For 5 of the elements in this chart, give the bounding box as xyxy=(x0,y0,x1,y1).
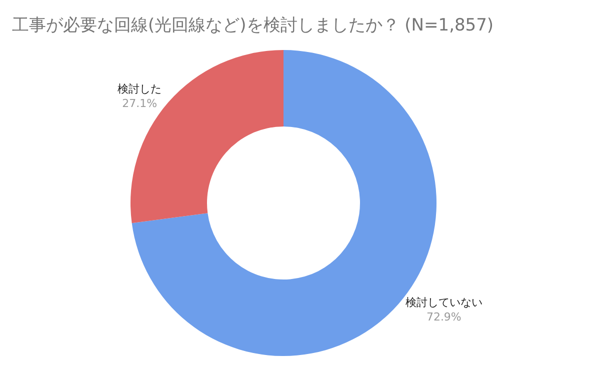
data-label: 27.1% xyxy=(122,96,158,110)
slice-label: 検討していない xyxy=(405,296,482,310)
chart-title: 工事が必要な回線(光回線など)を検討しましたか？ (N=1,857) xyxy=(12,15,494,36)
slice-label: 検討した xyxy=(118,82,162,96)
data-label: 72.9% xyxy=(426,310,462,324)
